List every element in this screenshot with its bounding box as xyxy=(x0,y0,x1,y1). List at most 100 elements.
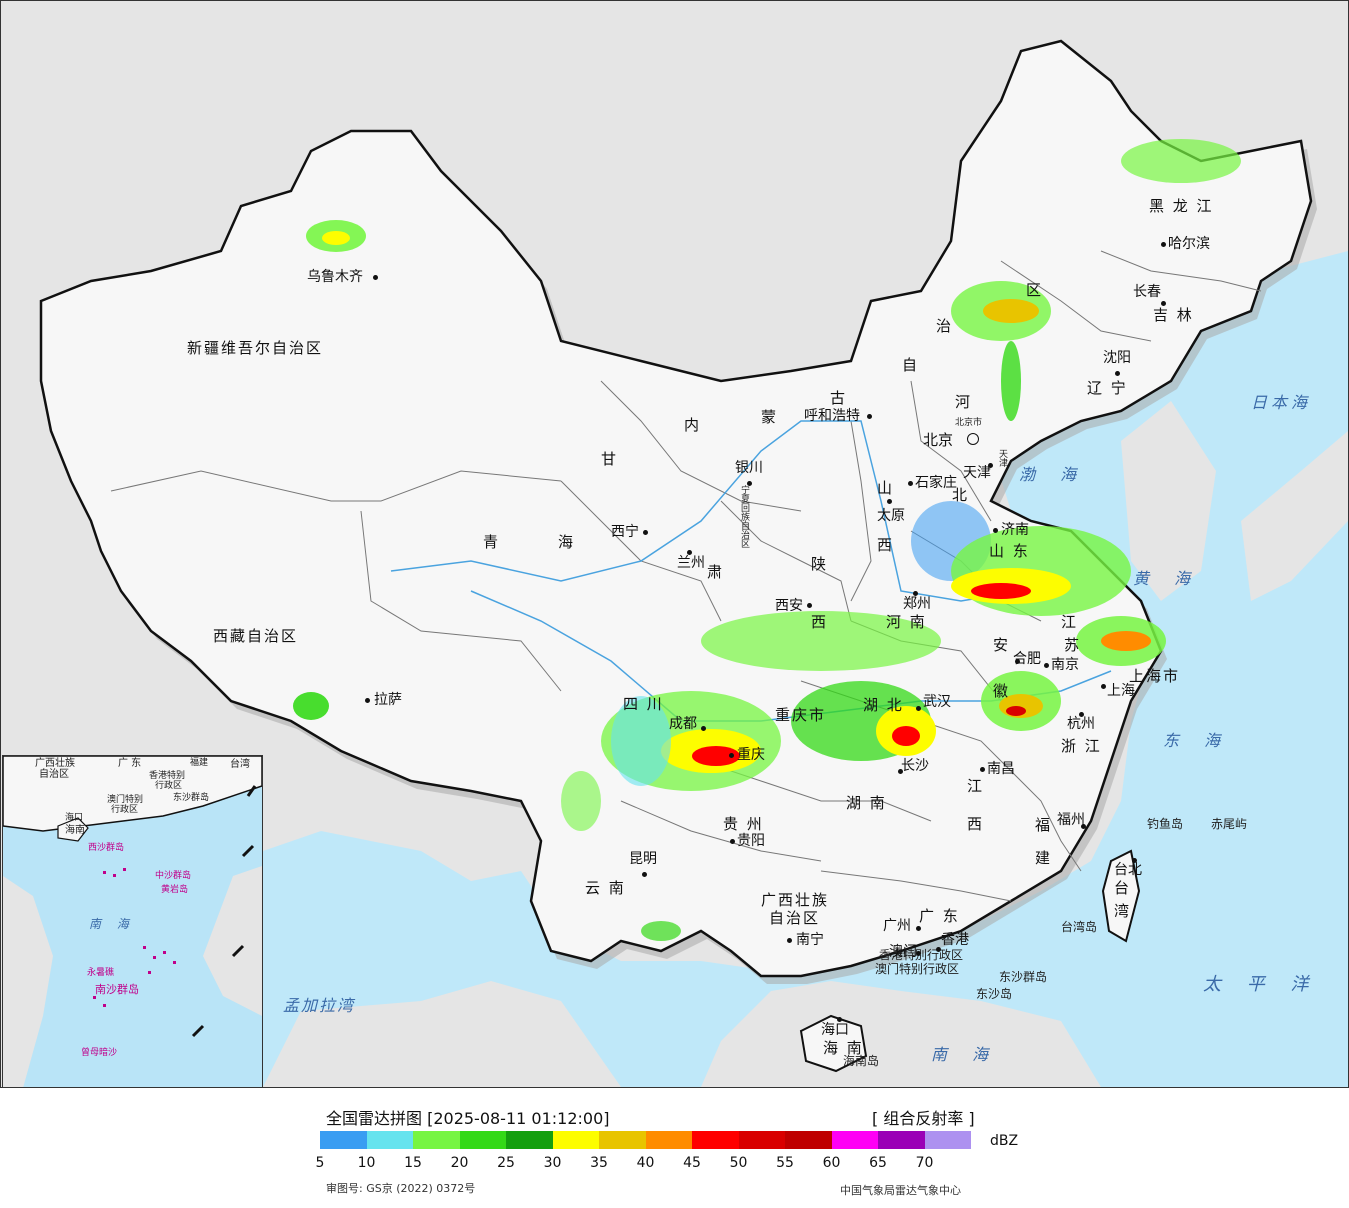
city-marker-kunming xyxy=(642,872,647,877)
sea-label-bohai: 渤 海 xyxy=(1019,465,1087,484)
color-swatch xyxy=(506,1131,553,1149)
province-label-hubei: 湖 北 xyxy=(863,696,904,714)
color-scale-tick: 45 xyxy=(683,1155,701,1171)
capital-star-icon xyxy=(967,433,979,445)
color-swatch xyxy=(413,1131,460,1149)
color-scale-tick: 15 xyxy=(404,1155,422,1171)
province-label-shaanxi-1: 陕 xyxy=(811,555,829,573)
city-marker-hohhot xyxy=(867,414,872,419)
province-label-yunnan: 云 南 xyxy=(585,879,626,897)
province-label-henan: 河 南 xyxy=(886,613,927,631)
province-label-taiwan-2: 湾 xyxy=(1114,902,1132,920)
city-marker-zhengzhou xyxy=(913,591,918,596)
city-label-fuzhou: 福州 xyxy=(1057,812,1085,828)
south-china-sea-inset: 广西壮族 自治区 广 东 福建 台湾 香港特别 行政区 澳门特别 行政区 东沙群… xyxy=(2,755,263,1087)
city-label-urumqi: 乌鲁木齐 xyxy=(307,269,363,285)
inset-label-hongkong-2: 行政区 xyxy=(155,781,183,791)
province-label-shanghai: 上海市 xyxy=(1129,667,1181,685)
province-label-hebei-2: 北 xyxy=(952,486,970,504)
legend-product: [ 组合反射率 ] xyxy=(872,1109,975,1128)
color-scale-bar xyxy=(320,1131,971,1149)
city-marker-nanjing xyxy=(1044,663,1049,668)
city-label-nanjing: 南京 xyxy=(1051,657,1079,673)
inset-label-taiwan: 台湾 xyxy=(230,759,250,770)
province-label-xinjiang: 新疆维吾尔自治区 xyxy=(187,339,324,357)
province-label-qinghai-2: 海 xyxy=(558,533,576,551)
city-label-taiyuan: 太原 xyxy=(877,508,905,524)
inset-label-zizhiqu: 自治区 xyxy=(39,769,69,780)
color-scale-tick: 65 xyxy=(869,1155,887,1171)
province-label-hunan: 湖 南 xyxy=(846,794,887,812)
sea-label-riben-hai: 日本海 xyxy=(1251,393,1312,412)
city-marker-tianjin xyxy=(988,463,993,468)
city-marker-harbin xyxy=(1161,242,1166,247)
city-label-nanchang: 南昌 xyxy=(987,761,1015,777)
inset-label-xisha: 西沙群岛 xyxy=(88,843,125,853)
city-marker-guiyang xyxy=(730,839,735,844)
sea-label-huanghai: 黄 海 xyxy=(1133,569,1201,588)
city-marker-xian xyxy=(807,603,812,608)
japan-land xyxy=(1241,431,1348,601)
color-swatch xyxy=(738,1131,785,1149)
province-label-hainan: 海 南 xyxy=(823,1039,864,1057)
color-scale-tick: 40 xyxy=(636,1155,655,1171)
province-label-neimenggu-6: 区 xyxy=(1026,281,1044,299)
province-label-ningxia: 宁夏回族自治区 xyxy=(739,485,749,548)
city-label-tianjin: 天津 xyxy=(963,465,991,481)
province-label-neimenggu-1: 内 xyxy=(684,416,702,434)
province-label-shanxi-1: 山 xyxy=(877,479,895,497)
city-label-jinan: 济南 xyxy=(1001,522,1029,538)
province-label-neimenggu-5: 治 xyxy=(936,317,954,335)
city-marker-chengdu xyxy=(701,726,706,731)
province-label-jiangsu-1: 江 xyxy=(1061,613,1079,631)
color-swatch xyxy=(599,1131,646,1149)
province-label-heilongjiang: 黑 龙 江 xyxy=(1149,197,1214,215)
taiwan-island xyxy=(1101,849,1141,943)
city-label-haikou: 海口 xyxy=(821,1022,849,1038)
city-label-chengdu: 成都 xyxy=(669,716,697,732)
inset-canvas xyxy=(3,756,262,1087)
legend-unit: dBZ xyxy=(990,1133,1019,1149)
color-swatch xyxy=(924,1131,971,1149)
color-swatch xyxy=(785,1131,832,1149)
province-label-guangdong: 广 东 xyxy=(919,907,960,925)
inset-label-dongsha: 东沙群岛 xyxy=(173,793,210,803)
city-marker-jinan xyxy=(993,528,998,533)
inset-land-west xyxy=(3,876,53,1087)
province-label-fujian-1: 福 xyxy=(1035,816,1053,834)
legend-title: 全国雷达拼图 [2025-08-11 01:12:00] xyxy=(326,1109,610,1128)
color-swatch xyxy=(552,1131,599,1149)
city-label-hefei: 合肥 xyxy=(1013,651,1041,667)
city-label-guiyang: 贵阳 xyxy=(737,833,765,849)
city-label-zhengzhou: 郑州 xyxy=(903,596,931,612)
city-marker-wuhan xyxy=(916,706,921,711)
city-label-xining: 西宁 xyxy=(611,524,639,540)
province-label-liaoning: 辽 宁 xyxy=(1087,379,1128,397)
color-swatch xyxy=(459,1131,506,1149)
city-marker-shanghai xyxy=(1101,684,1106,689)
city-marker-hefei xyxy=(1015,659,1020,664)
city-marker-shenyang xyxy=(1115,371,1120,376)
city-label-yinchuan: 银川 xyxy=(735,460,763,476)
inset-label-zengmu: 曾母暗沙 xyxy=(81,1048,118,1058)
province-label-guizhou: 贵 州 xyxy=(723,815,764,833)
inset-label-haikou: 海口 xyxy=(65,813,84,823)
city-marker-guangzhou xyxy=(916,926,921,931)
province-label-hebei-1: 河 xyxy=(955,393,973,411)
inset-label-hongkong: 香港特别 xyxy=(149,771,186,781)
region-label-macau-sar: 澳门特别行政区 xyxy=(875,962,960,976)
data-source: 中国气象局雷达气象中心 xyxy=(840,1184,961,1197)
city-label-beijing: 北京 xyxy=(923,431,954,449)
korea-peninsula xyxy=(1121,401,1216,601)
city-label-changsha: 长沙 xyxy=(901,758,929,774)
color-scale-tick: 35 xyxy=(590,1155,608,1171)
province-label-jiangxi-1: 江 xyxy=(967,777,985,795)
color-swatch xyxy=(692,1131,739,1149)
color-swatch xyxy=(366,1131,413,1149)
color-swatch xyxy=(878,1131,925,1149)
province-label-shandong: 山 东 xyxy=(989,542,1030,560)
city-marker-fuzhou xyxy=(1081,824,1086,829)
city-marker-nanchang xyxy=(980,767,985,772)
city-label-beijing-municipality: 北京市 xyxy=(955,418,983,428)
province-label-shanxi-2: 西 xyxy=(877,536,895,554)
